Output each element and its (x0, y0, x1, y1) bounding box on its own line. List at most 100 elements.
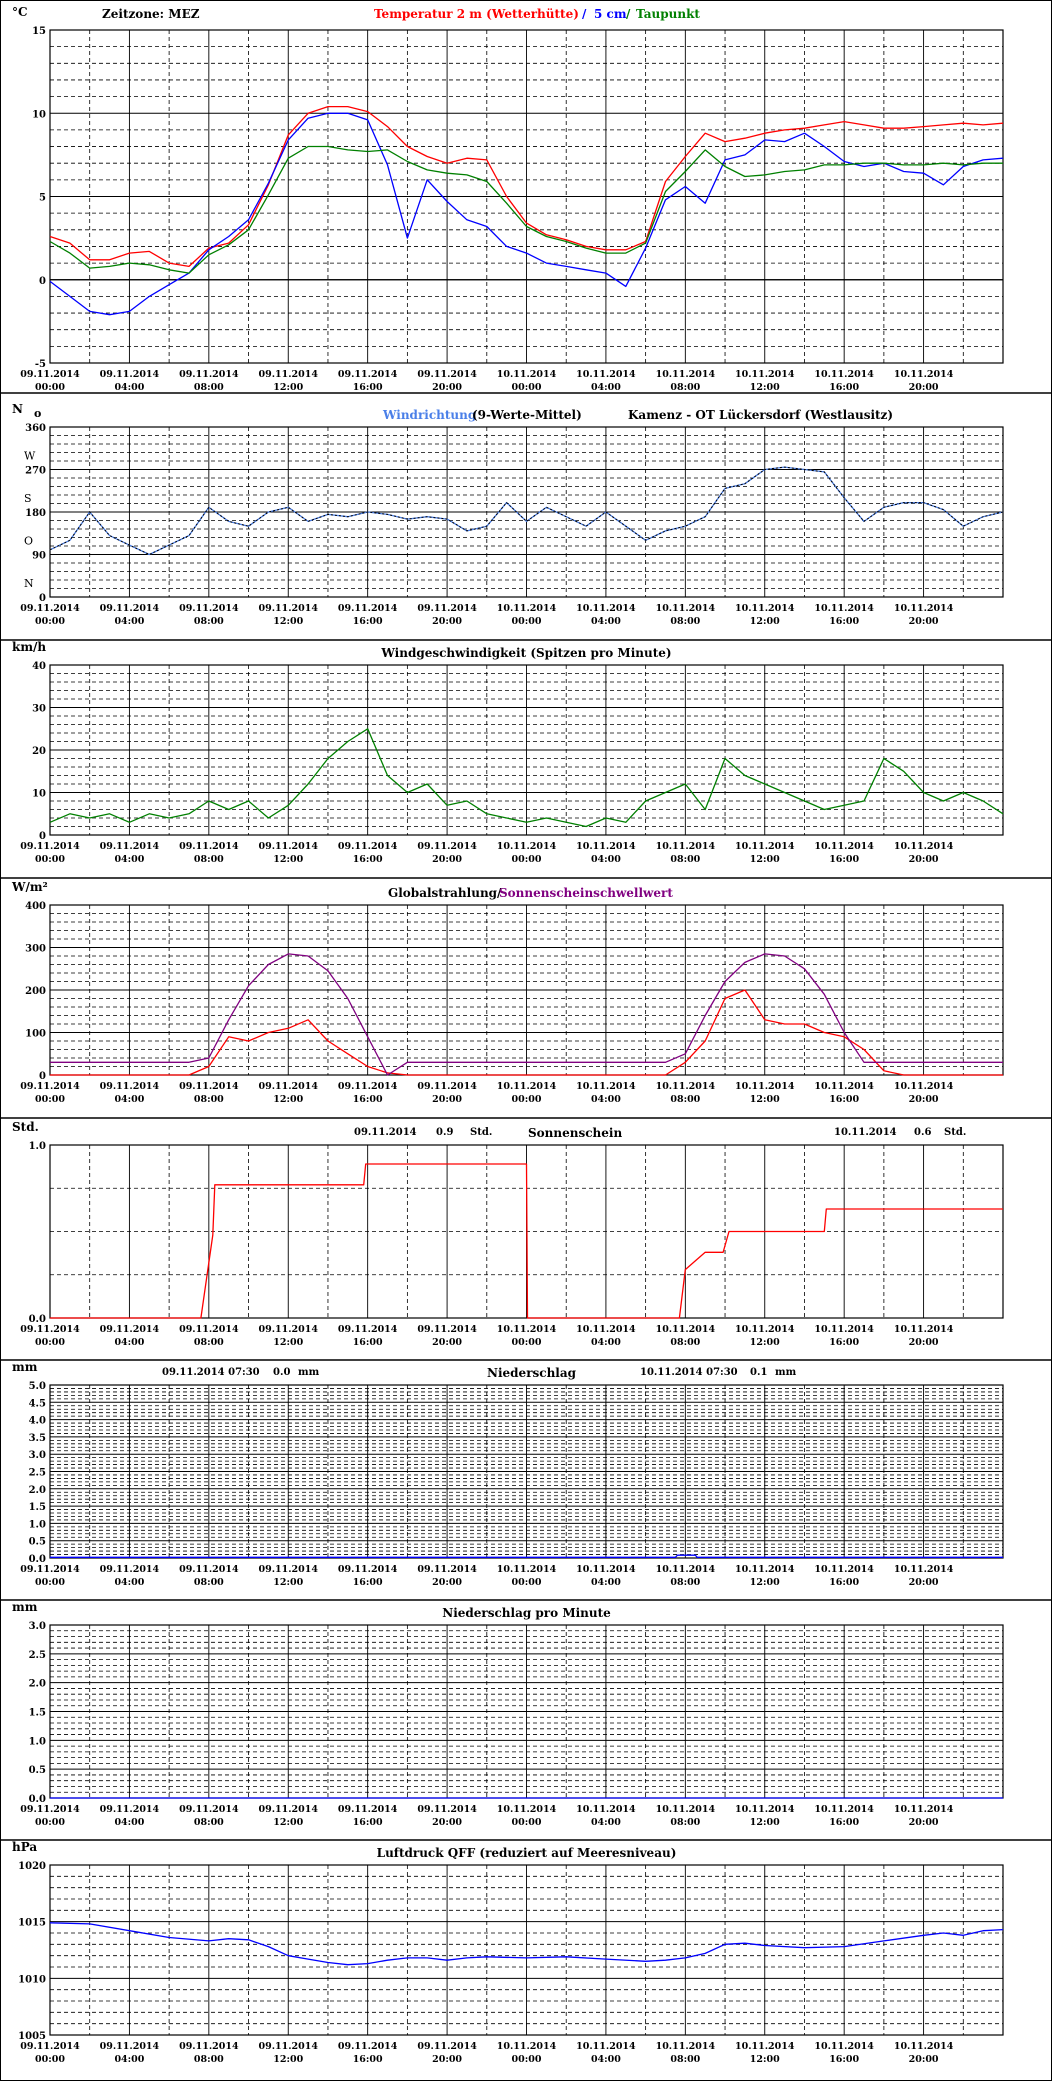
x-tick-date: 10.11.2014 (814, 603, 874, 614)
x-tick-time: 12:00 (273, 616, 303, 627)
y-tick-label: 40 (32, 661, 46, 672)
timezone-label: Zeitzone: MEZ (102, 7, 200, 21)
unit-label: W/m² (11, 880, 48, 894)
x-tick-time: 08:00 (194, 1817, 224, 1828)
y-tick-label: 1015 (18, 1918, 46, 1929)
x-tick-time: 00:00 (512, 854, 542, 865)
x-tick-date: 09.11.2014 (259, 1564, 319, 1575)
direction-label: S (24, 492, 32, 505)
x-tick-date: 10.11.2014 (814, 841, 874, 852)
chart-panel-4: 400 300 200 100 0 W/m² 09.11.2014 00:00 09.11.20… (0, 880, 1052, 1119)
x-tick-time: 00:00 (35, 1577, 65, 1588)
direction-label: N (24, 577, 34, 590)
x-tick-date: 09.11.2014 (100, 369, 160, 380)
x-tick-time: 20:00 (432, 1094, 462, 1105)
x-tick-date: 10.11.2014 (656, 2041, 716, 2052)
unit-label: Std. (12, 1120, 39, 1134)
y-tick-label: 1.5 (29, 1708, 46, 1719)
x-tick-time: 16:00 (353, 616, 383, 627)
x-tick-time: 00:00 (35, 616, 65, 627)
station-label: Kamenz - OT Lückersdorf (Westlausitz) (628, 408, 893, 422)
x-tick-date: 10.11.2014 (814, 2041, 874, 2052)
x-tick-date: 09.11.2014 (20, 1081, 80, 1092)
y-tick-label: 2.5 (29, 1468, 46, 1479)
x-tick-date: 09.11.2014 (179, 1804, 239, 1815)
x-tick-date: 10.11.2014 (894, 841, 954, 852)
series-line (50, 1163, 1003, 1319)
legend-temperature: Temperatur 2 m (Wetterhütte) (374, 7, 579, 21)
x-tick-time: 20:00 (432, 1817, 462, 1828)
chart-panel-7: 3.0 2.5 2.0 1.5 1.0 0.5 0.0 mm 09.11.2014 00:00 09… (0, 1600, 1052, 1841)
x-tick-time: 16:00 (829, 2054, 859, 2065)
summary-unit: Std. (944, 1127, 966, 1138)
x-tick-date: 09.11.2014 (20, 603, 80, 614)
series-line (49, 145, 1003, 274)
x-tick-time: 00:00 (35, 1337, 65, 1348)
x-tick-date: 09.11.2014 (417, 841, 477, 852)
x-tick-date: 10.11.2014 (894, 1564, 954, 1575)
panel-title: Niederschlag pro Minute (442, 1606, 611, 1620)
legend-wind-mean: (9-Werte-Mittel) (472, 408, 582, 422)
x-tick-date: 09.11.2014 (417, 1324, 477, 1335)
x-tick-time: 08:00 (670, 382, 700, 393)
x-tick-time: 16:00 (353, 382, 383, 393)
x-tick-time: 12:00 (273, 1577, 303, 1588)
x-tick-time: 12:00 (273, 2054, 303, 2065)
x-tick-date: 10.11.2014 (576, 2041, 636, 2052)
y-tick-label: 0 (39, 1071, 46, 1082)
plot-frame (49, 664, 1004, 836)
direction-label: O (24, 534, 33, 547)
x-tick-time: 12:00 (273, 382, 303, 393)
y-tick-label: 1.0 (29, 1736, 46, 1747)
unit-label: °C (12, 5, 28, 19)
x-tick-date: 09.11.2014 (417, 369, 477, 380)
y-tick-label: 100 (25, 1029, 46, 1040)
x-tick-time: 12:00 (750, 1577, 780, 1588)
x-tick-time: 16:00 (353, 2054, 383, 2065)
legend-separator: / (582, 7, 587, 21)
x-tick-date: 09.11.2014 (100, 1081, 160, 1092)
summary-value: 0.1 (750, 1367, 767, 1378)
x-tick-time: 12:00 (750, 616, 780, 627)
series-line (49, 105, 1004, 268)
x-tick-time: 16:00 (829, 616, 859, 627)
x-tick-date: 10.11.2014 (576, 841, 636, 852)
x-tick-time: 08:00 (194, 382, 224, 393)
x-tick-time: 08:00 (670, 1094, 700, 1105)
panel-title: Luftdruck QFF (reduziert auf Meeresnivea… (377, 1846, 677, 1860)
x-tick-date: 09.11.2014 (20, 2041, 80, 2052)
y-tick-label: 5 (39, 193, 46, 204)
y-tick-label: 2.0 (29, 1485, 46, 1496)
x-tick-time: 00:00 (512, 1337, 542, 1348)
x-tick-date: 09.11.2014 (417, 603, 477, 614)
x-tick-time: 16:00 (353, 1577, 383, 1588)
x-tick-date: 10.11.2014 (814, 369, 874, 380)
x-tick-date: 09.11.2014 (259, 1324, 319, 1335)
y-tick-label: 30 (32, 704, 46, 715)
x-tick-date: 10.11.2014 (735, 1081, 795, 1092)
x-tick-time: 12:00 (273, 1817, 303, 1828)
x-tick-time: 00:00 (35, 1094, 65, 1105)
x-tick-date: 10.11.2014 (656, 603, 716, 614)
panel-title: Windgeschwindigkeit (Spitzen pro Minute) (380, 646, 671, 660)
y-tick-label: 1.0 (29, 1519, 46, 1530)
legend-5cm: 5 cm (594, 7, 627, 21)
series-line (49, 1922, 1004, 1966)
x-tick-date: 09.11.2014 (259, 1804, 319, 1815)
x-tick-date: 10.11.2014 (576, 1564, 636, 1575)
y-tick-label: 0.0 (29, 1314, 46, 1325)
x-tick-time: 04:00 (114, 382, 144, 393)
x-tick-time: 20:00 (909, 1094, 939, 1105)
x-tick-date: 10.11.2014 (735, 369, 795, 380)
x-tick-time: 12:00 (750, 2054, 780, 2065)
summary-unit: Std. (470, 1127, 492, 1138)
x-tick-time: 16:00 (829, 1817, 859, 1828)
x-tick-time: 04:00 (114, 854, 144, 865)
x-tick-date: 10.11.2014 (735, 603, 795, 614)
x-tick-time: 00:00 (35, 382, 65, 393)
plot-frame (49, 1144, 1004, 1319)
y-tick-label: 0 (39, 593, 46, 604)
x-tick-time: 00:00 (512, 1577, 542, 1588)
chart-panel-5: 1.0 0.0 Std. 09.11.2014 00:00 09.11.2014 04:00… (0, 1120, 1052, 1361)
